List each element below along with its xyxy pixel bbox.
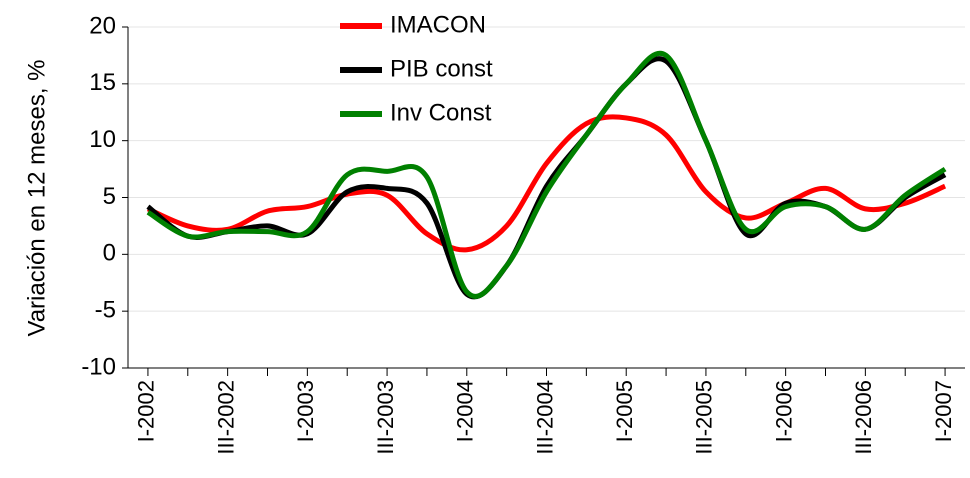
x-tick-label: III-2003 [373,380,398,455]
x-tick-label: I-2003 [293,380,318,442]
x-tick-label: I-2005 [612,380,637,442]
x-tick-label: I-2002 [134,380,159,442]
x-tick-label: III-2006 [851,380,876,455]
x-tick-label: III-2002 [213,380,238,455]
y-tick-label: 5 [103,183,116,210]
x-tick-label: I-2006 [771,380,796,442]
legend-label: IMACON [390,11,486,38]
y-tick-label: -10 [81,353,116,380]
x-tick-label: I-2007 [931,380,956,442]
y-tick-label: 10 [89,126,116,153]
y-tick-label: 15 [89,69,116,96]
legend-label: Inv Const [390,99,492,126]
y-tick-label: 0 [103,240,116,267]
x-tick-label: I-2004 [453,380,478,442]
x-tick-label: III-2005 [692,380,717,455]
y-tick-label: 20 [89,12,116,39]
series-line [146,114,947,253]
y-tick-label: -5 [95,297,116,324]
x-tick-label: III-2004 [532,380,557,455]
legend-label: PIB const [390,55,493,82]
y-axis-label: Variación en 12 meses, % [23,59,50,336]
series-line [146,50,947,299]
series-line [146,56,947,300]
